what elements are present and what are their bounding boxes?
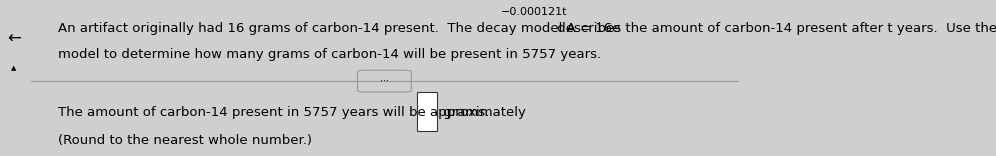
Text: −0.000121t: −0.000121t bbox=[500, 7, 567, 17]
Text: An artifact originally had 16 grams of carbon-14 present.  The decay model A = 1: An artifact originally had 16 grams of c… bbox=[58, 22, 621, 35]
Text: (Round to the nearest whole number.): (Round to the nearest whole number.) bbox=[58, 134, 312, 147]
Text: ▲: ▲ bbox=[11, 66, 17, 72]
Text: describes the amount of carbon-14 present after t years.  Use the: describes the amount of carbon-14 presen… bbox=[553, 22, 996, 35]
Text: grams.: grams. bbox=[439, 106, 489, 119]
FancyBboxPatch shape bbox=[417, 92, 436, 131]
FancyBboxPatch shape bbox=[358, 70, 411, 92]
Text: ←: ← bbox=[7, 30, 21, 48]
Text: ···: ··· bbox=[379, 76, 388, 86]
Text: The amount of carbon-14 present in 5757 years will be approximately: The amount of carbon-14 present in 5757 … bbox=[58, 106, 530, 119]
Text: model to determine how many grams of carbon-14 will be present in 5757 years.: model to determine how many grams of car… bbox=[58, 48, 601, 61]
